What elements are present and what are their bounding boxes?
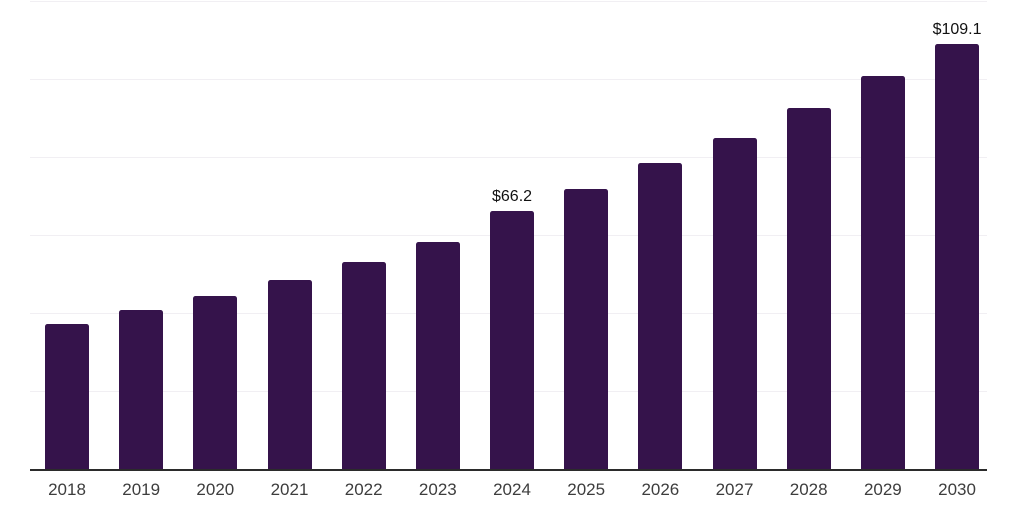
- bar-2026: [638, 162, 683, 469]
- bar-2029: [860, 76, 905, 469]
- tick-label-2025: 2025: [567, 480, 606, 499]
- tick-label-2022: 2022: [344, 480, 383, 499]
- gridline-100: [30, 79, 987, 80]
- bar-2025: [564, 188, 609, 469]
- x-axis-line: [30, 469, 987, 471]
- bar-2027: [712, 137, 757, 469]
- tick-label-2021: 2021: [270, 480, 309, 499]
- tick-label-2027: 2027: [715, 480, 754, 499]
- value-label-2030: $109.1: [932, 20, 982, 38]
- tick-label-2030: 2030: [938, 480, 976, 499]
- tick-label-2029: 2029: [863, 480, 902, 499]
- bar-2028: [786, 108, 831, 469]
- gridline-80: [30, 157, 987, 158]
- tick-label-2028: 2028: [789, 480, 828, 499]
- bar-2024: [490, 210, 535, 469]
- bar-2020: [193, 295, 238, 469]
- tick-label-2019: 2019: [122, 480, 161, 499]
- bar-2022: [341, 262, 386, 469]
- gridline-120: [30, 1, 987, 2]
- tick-label-2018: 2018: [48, 480, 86, 499]
- tick-label-2023: 2023: [418, 480, 457, 499]
- bar-2023: [415, 242, 460, 469]
- plot-area: $66.2 $109.1: [30, 0, 987, 469]
- value-label-2024: $66.2: [491, 187, 533, 205]
- bar-2021: [267, 279, 312, 469]
- bar-2019: [119, 309, 164, 469]
- tick-label-2026: 2026: [641, 480, 680, 499]
- bar-2018: [45, 323, 89, 469]
- bar-2030: [935, 43, 980, 469]
- tick-label-2020: 2020: [196, 480, 235, 499]
- tick-label-2024: 2024: [493, 480, 531, 499]
